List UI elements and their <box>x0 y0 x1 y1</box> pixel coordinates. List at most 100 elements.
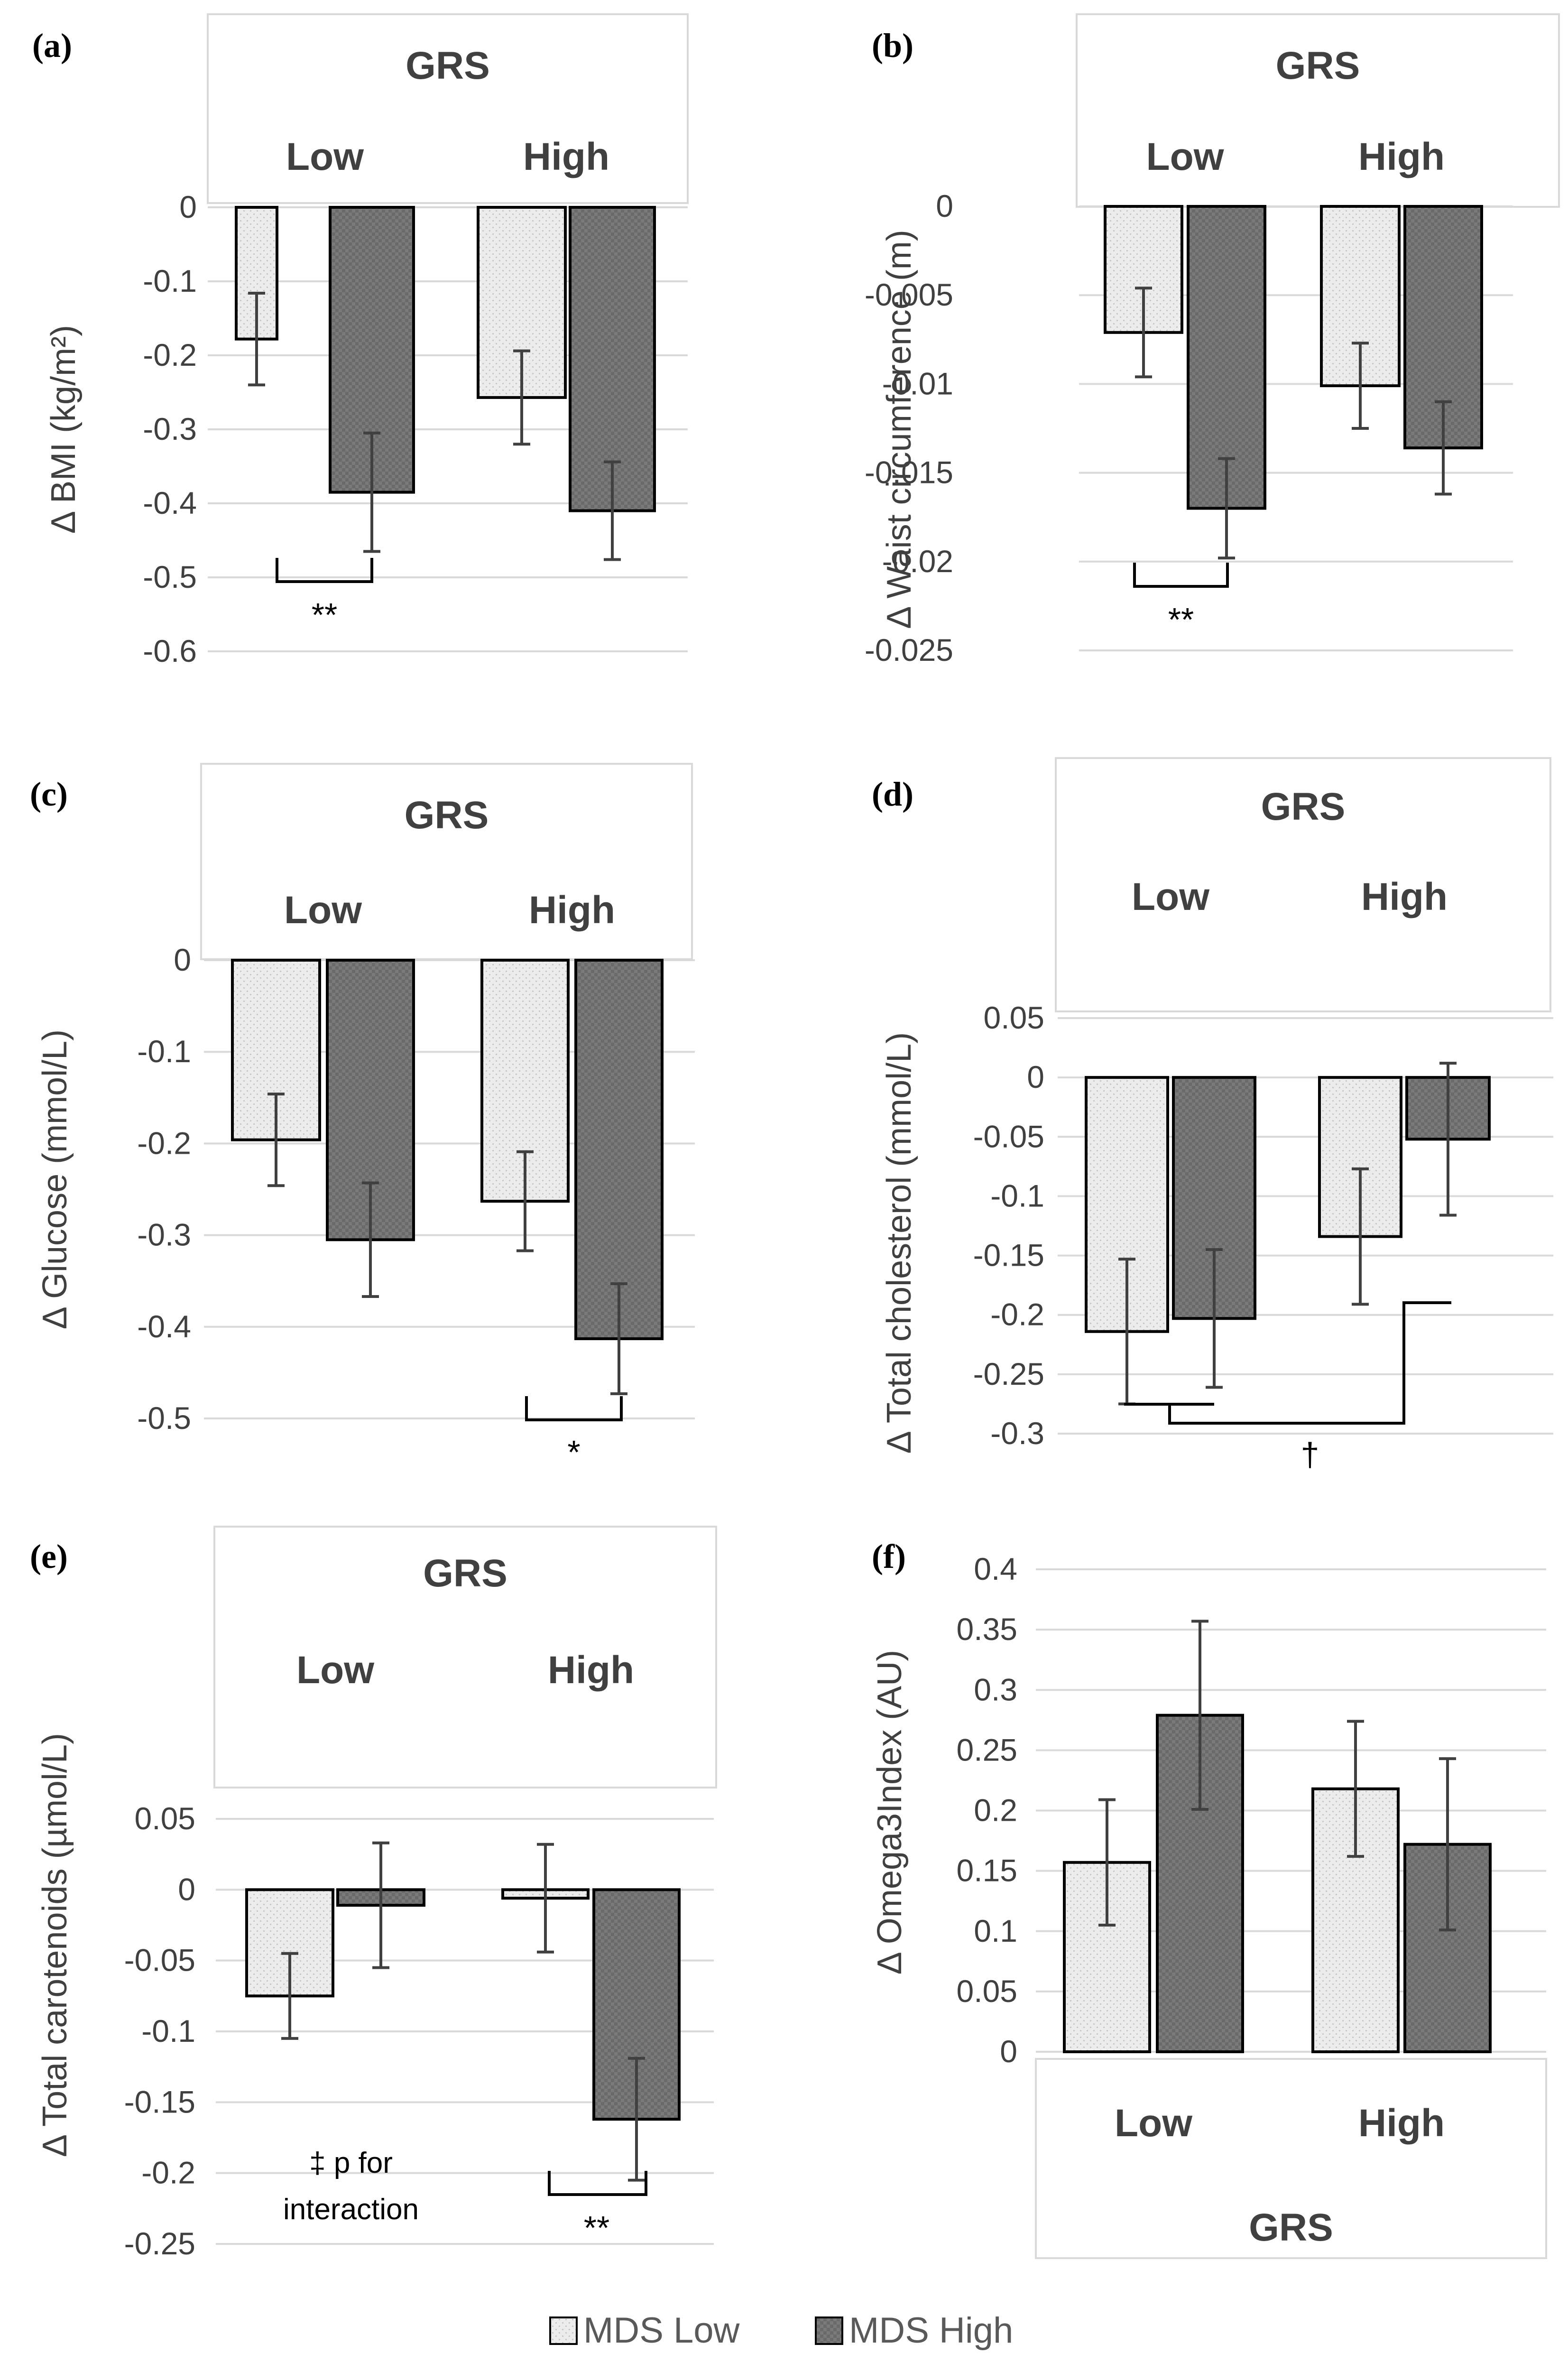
legend-label-mds-high: MDS High <box>849 2310 1013 2351</box>
panel-f-tick-label: 0.1 <box>974 1913 1017 1948</box>
panel-d-significance-label: † <box>1301 1436 1319 1473</box>
panel-b-bar-mds-low-low <box>1104 205 1183 334</box>
panel-a-y-axis: 0 -0.1 -0.2 -0.3 -0.4 -0.5 -0.6 <box>143 189 688 668</box>
panel-d-header-title: GRS <box>1261 785 1346 828</box>
significance-bracket <box>1133 563 1229 588</box>
panel-a-bar-mds-high-high <box>569 206 656 512</box>
panel-e-tick-label: -0.25 <box>124 2226 195 2261</box>
panel-b: (b) 0 -0.005 -0.01 -0.015 -0.02 -0.025 GRS Low Hi… <box>865 13 1560 667</box>
legend-swatch-mds-low <box>549 2316 578 2345</box>
panel-f-header-title: GRS <box>1249 2206 1333 2249</box>
panel-d-label: (d) <box>872 775 913 813</box>
panel-d-bars <box>1085 1062 1491 1406</box>
panel-d-tick-label: 0.05 <box>984 1000 1044 1035</box>
panel-d-tick-label: -0.15 <box>973 1238 1044 1273</box>
panel-c-tick-label: -0.5 <box>137 1400 191 1436</box>
panel-f-label: (f) <box>872 1538 906 1575</box>
panel-f-error-bar-mds-low-high <box>1347 1720 1364 1858</box>
panel-f-error-bar-mds-low-low <box>1098 1798 1116 1927</box>
panel-b-header-box <box>1076 13 1560 208</box>
panels-layer: (a) 0 -0.1 -0.2 -0.3 -0.4 -0.5 -0.6 GRS Low High Δ … <box>30 13 1560 2261</box>
panel-a-tick-label: -0.6 <box>143 633 197 668</box>
panel-d-tick-label: -0.05 <box>973 1119 1044 1154</box>
significance-bracket <box>1168 1301 1451 1425</box>
panel-a-category-low: Low <box>286 135 364 178</box>
panel-c-significance-label: * <box>567 1434 580 1471</box>
panel-f-tick-label: 0.25 <box>957 1732 1017 1767</box>
panel-c-label: (c) <box>30 775 68 813</box>
panel-b-tick-label: -0.02 <box>882 544 953 579</box>
panel-c-tick-label: -0.4 <box>137 1309 191 1344</box>
panel-f-error-bar-mds-high-low <box>1191 1620 1208 1811</box>
panel-b-error-bar-mds-low-high <box>1352 342 1369 430</box>
panel-a-tick-label: 0 <box>179 189 197 224</box>
panel-d-tick-label: -0.1 <box>990 1178 1044 1213</box>
legend-item-mds-low[interactable]: MDS Low <box>549 2310 740 2351</box>
panel-e-note-line: ‡ p for <box>309 2147 393 2179</box>
panel-c-significance <box>525 1396 623 1421</box>
panel-b-error-bar-mds-high-low <box>1218 457 1235 560</box>
panel-f-tick-label: 0 <box>1000 2034 1017 2069</box>
panel-b-tick-label: -0.01 <box>882 366 953 401</box>
panel-a-bars <box>235 206 656 561</box>
panel-b-significance-label: ** <box>1168 601 1194 638</box>
panel-f-y-axis: 0.4 0.35 0.3 0.25 0.2 0.15 0.1 0.05 0 <box>957 1551 1546 2069</box>
panel-c-y-axis-label: Δ Glucose (mmol/L) <box>36 1029 74 1329</box>
panel-e-header-title: GRS <box>423 1552 507 1595</box>
panel-d: (d) 0.05 0 -0.05 -0.1 -0.15 -0.2 -0.25 -0.3 GRS Lo… <box>872 757 1553 1473</box>
panel-b-tick-label: -0.025 <box>865 632 953 667</box>
significance-bracket <box>276 558 373 583</box>
panel-e-bars <box>245 1841 681 2182</box>
panel-e-label: (e) <box>30 1538 68 1575</box>
panel-d-tick-label: -0.2 <box>990 1297 1044 1332</box>
panel-d-y-axis: 0.05 0 -0.05 -0.1 -0.15 -0.2 -0.25 -0.3 <box>973 1000 1553 1451</box>
panel-a-header-box <box>207 13 689 204</box>
panel-a-error-bar-mds-high-high <box>604 460 621 561</box>
panel-a-tick-label: -0.4 <box>143 485 197 520</box>
panel-c-error-bar-mds-high-low <box>362 1181 379 1298</box>
panel-b-y-axis: 0 -0.005 -0.01 -0.015 -0.02 -0.025 <box>865 188 1513 667</box>
panel-b-bars <box>1104 205 1483 560</box>
panel-c-header-title: GRS <box>405 794 489 837</box>
panel-b-label: (b) <box>872 27 913 65</box>
panel-c-bars <box>231 959 664 1395</box>
panel-b-header-title: GRS <box>1276 44 1360 87</box>
panel-b-category-high: High <box>1358 135 1445 178</box>
panel-e-tick-label: -0.15 <box>124 2084 195 2119</box>
panel-e: (e) 0.05 0 -0.05 -0.1 -0.15 -0.2 -0.25 GRS Low Hig… <box>30 1526 717 2261</box>
panel-e-error-bar-mds-low-low <box>281 1952 298 2040</box>
panel-c-header-box <box>200 763 693 960</box>
panel-a-tick-label: -0.5 <box>143 559 197 594</box>
panel-d-error-bar-mds-high-low <box>1206 1248 1223 1389</box>
panel-f: (f) 0.4 0.35 0.3 0.25 0.2 0.15 0.1 0.05 0 GRS Low Hi… <box>871 1538 1547 2259</box>
panel-a-error-bar-mds-low-low <box>248 291 265 387</box>
panel-f-tick-label: 0.2 <box>974 1793 1017 1828</box>
panel-e-error-bar-mds-high-high <box>628 2057 645 2182</box>
panel-a-label: (a) <box>32 27 72 65</box>
panel-a-significance <box>276 558 373 583</box>
panel-d-y-axis-label: Δ Total cholesterol (mmol/L) <box>880 1032 918 1454</box>
panel-f-error-bar-mds-high-high <box>1439 1757 1456 1932</box>
legend-item-mds-high[interactable]: MDS High <box>815 2310 1013 2351</box>
legend: MDS Low MDS High <box>549 2310 1013 2351</box>
panel-a-tick-label: -0.2 <box>143 337 197 372</box>
panel-e-category-low: Low <box>296 1649 374 1692</box>
panel-e-y-axis-label: Δ Total carotenoids (µmol/L) <box>36 1733 74 2157</box>
panel-c-y-axis: 0 -0.1 -0.2 -0.3 -0.4 -0.5 <box>137 942 695 1436</box>
legend-label-mds-low: MDS Low <box>583 2310 740 2351</box>
panel-d-error-bar-mds-high-high <box>1439 1062 1457 1217</box>
panel-c-tick-label: -0.3 <box>137 1217 191 1252</box>
panel-c-tick-label: -0.1 <box>137 1034 191 1069</box>
panel-a-header-title: GRS <box>406 44 490 87</box>
panel-e-tick-label: -0.1 <box>141 2013 195 2048</box>
panel-e-note-line: interaction <box>283 2193 419 2226</box>
panel-c: (c) 0 -0.1 -0.2 -0.3 -0.4 -0.5 GRS Low High Δ Gluc… <box>30 763 695 1471</box>
panel-e-tick-label: 0.05 <box>135 1801 195 1836</box>
significance-bracket <box>548 2171 647 2196</box>
panel-a-tick-label: -0.3 <box>143 411 197 446</box>
panel-f-tick-label: 0.35 <box>957 1612 1017 1647</box>
panel-f-bars <box>1063 1620 1492 2054</box>
panel-b-y-axis-label: Δ Waist circumference (m) <box>880 230 918 629</box>
panel-d-header-box <box>1055 757 1551 1012</box>
panel-d-tick-label: -0.3 <box>990 1416 1044 1451</box>
